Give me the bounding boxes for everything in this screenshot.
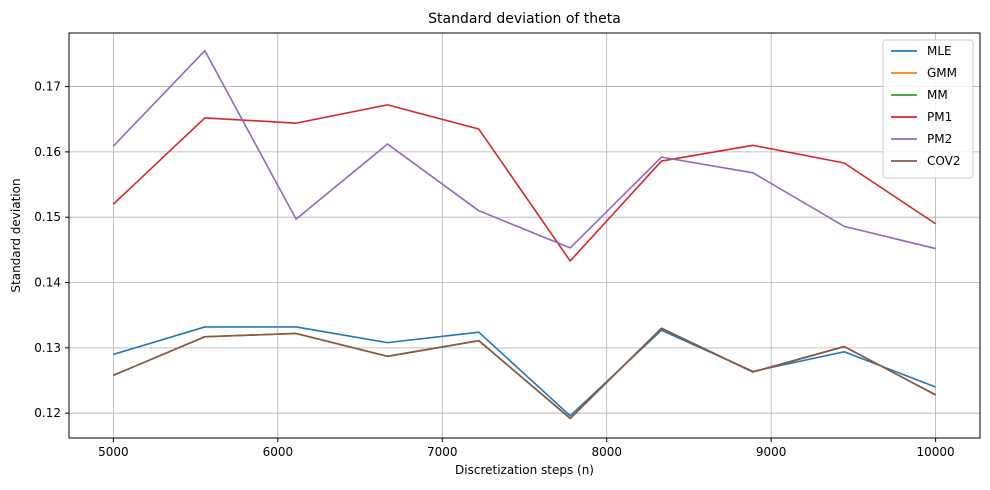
x-tick-label: 8000	[591, 445, 622, 459]
legend-label-pm2: PM2	[927, 132, 952, 146]
legend: MLE GMM MM PM1 PM2 COV2	[882, 39, 974, 179]
legend-label-pm1: PM1	[927, 110, 952, 124]
x-tick-label: 7000	[427, 445, 458, 459]
axis-ticks: 5000 6000 7000 8000 9000 10000 0.12 0.13 0.14 0.1…	[34, 80, 954, 459]
y-tick-label: 0.16	[34, 145, 61, 159]
x-tick-label: 5000	[98, 445, 129, 459]
y-tick-label: 0.12	[34, 406, 61, 420]
y-tick-label: 0.13	[34, 341, 61, 355]
legend-label-mle: MLE	[927, 44, 952, 58]
x-tick-label: 10000	[917, 445, 955, 459]
y-axis-label: Standard deviation	[9, 178, 23, 292]
x-tick-label: 6000	[263, 445, 294, 459]
series-line-cov2	[113, 327, 936, 420]
y-tick-label: 0.15	[34, 210, 61, 224]
y-tick-label: 0.14	[34, 276, 61, 290]
x-axis-label: Discretization steps (n)	[455, 463, 594, 477]
legend-box	[882, 39, 974, 179]
legend-label-gmm: GMM	[927, 66, 957, 80]
y-tick-label: 0.17	[34, 80, 61, 94]
x-tick-label: 9000	[756, 445, 787, 459]
plot-frame	[68, 32, 981, 439]
series-line-pm2	[112, 49, 936, 250]
legend-label-cov2: COV2	[927, 154, 960, 168]
legend-label-mm: MM	[927, 88, 948, 102]
series-line-pm1	[112, 104, 937, 262]
series-lines	[112, 49, 937, 420]
series-line-mle	[113, 326, 936, 417]
chart-title: Standard deviation of theta	[428, 11, 621, 27]
